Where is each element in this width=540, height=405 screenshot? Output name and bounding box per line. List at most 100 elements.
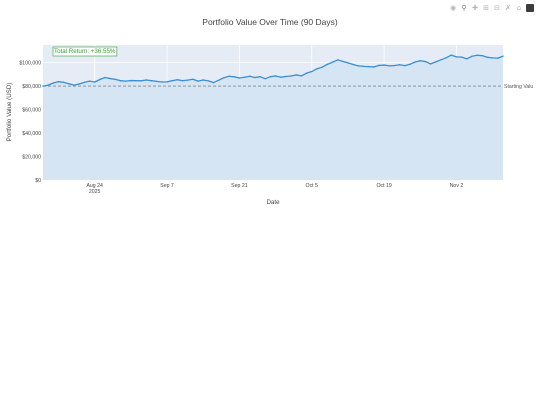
data-point[interactable] — [83, 81, 86, 84]
data-point[interactable] — [424, 60, 427, 63]
data-point[interactable] — [114, 78, 117, 81]
data-point[interactable] — [409, 63, 411, 65]
data-point[interactable] — [352, 63, 354, 66]
data-point[interactable] — [57, 80, 60, 83]
data-point[interactable] — [383, 64, 385, 66]
data-point[interactable] — [207, 80, 210, 82]
data-point[interactable] — [42, 85, 44, 87]
data-point[interactable] — [290, 75, 292, 77]
data-point[interactable] — [109, 77, 111, 80]
data-point[interactable] — [342, 60, 344, 63]
portfolio-value-line — [42, 54, 504, 87]
data-point[interactable] — [171, 79, 173, 82]
data-point[interactable] — [388, 65, 390, 67]
data-point[interactable] — [336, 59, 339, 61]
data-point[interactable] — [68, 83, 70, 85]
data-point[interactable] — [197, 80, 199, 82]
data-point[interactable] — [125, 80, 127, 82]
data-point[interactable] — [130, 79, 132, 82]
data-point[interactable] — [311, 70, 313, 73]
data-point[interactable] — [295, 74, 297, 76]
data-point[interactable] — [99, 78, 101, 81]
data-point[interactable] — [367, 65, 370, 68]
pan-icon[interactable]: ✚ — [472, 4, 478, 12]
data-point[interactable] — [176, 79, 179, 81]
data-point[interactable] — [398, 64, 401, 66]
data-point[interactable] — [233, 76, 235, 78]
data-point[interactable] — [269, 76, 272, 78]
data-point[interactable] — [202, 79, 204, 81]
data-point[interactable] — [497, 57, 499, 59]
data-point[interactable] — [119, 79, 122, 82]
data-point[interactable] — [238, 77, 241, 79]
data-point[interactable] — [150, 79, 153, 82]
data-point[interactable] — [145, 79, 148, 81]
data-point[interactable] — [404, 64, 406, 67]
data-point[interactable] — [280, 76, 282, 78]
data-point[interactable] — [73, 84, 75, 86]
data-point[interactable] — [445, 57, 447, 59]
data-point[interactable] — [471, 55, 473, 57]
data-point[interactable] — [161, 81, 163, 83]
x-tick-label: Oct 5 — [306, 183, 319, 189]
data-point[interactable] — [166, 81, 168, 83]
data-point[interactable] — [78, 83, 80, 85]
data-point[interactable] — [135, 79, 137, 82]
zoom-icon[interactable]: ⚲ — [461, 4, 467, 12]
data-point[interactable] — [429, 63, 432, 65]
data-point[interactable] — [218, 79, 220, 81]
data-point[interactable] — [378, 64, 380, 67]
data-point[interactable] — [486, 56, 489, 59]
zoom-in-icon[interactable]: ⊞ — [483, 4, 489, 12]
data-point[interactable] — [502, 55, 504, 57]
home-icon[interactable]: ⌂ — [516, 4, 522, 12]
zoom-out-icon[interactable]: ⊟ — [494, 4, 500, 12]
data-point[interactable] — [47, 84, 49, 86]
data-point[interactable] — [316, 68, 318, 70]
data-point[interactable] — [156, 80, 158, 83]
data-point[interactable] — [321, 66, 323, 68]
data-point[interactable] — [264, 77, 266, 80]
data-point[interactable] — [93, 81, 96, 83]
plotly-logo[interactable] — [526, 4, 534, 12]
data-point[interactable] — [481, 54, 484, 57]
data-point[interactable] — [243, 76, 246, 78]
data-point[interactable] — [373, 66, 375, 68]
data-point[interactable] — [228, 75, 230, 77]
data-point[interactable] — [181, 79, 184, 82]
data-point[interactable] — [414, 61, 416, 63]
data-point[interactable] — [450, 54, 453, 56]
data-point[interactable] — [274, 75, 277, 77]
data-point[interactable] — [331, 61, 334, 63]
data-point[interactable] — [300, 75, 303, 77]
data-point[interactable] — [476, 54, 478, 56]
data-point[interactable] — [88, 80, 91, 82]
data-point[interactable] — [254, 76, 256, 79]
data-point[interactable] — [305, 72, 308, 74]
data-point[interactable] — [223, 77, 225, 79]
autoscale-icon[interactable]: ✗ — [505, 4, 511, 12]
data-point[interactable] — [326, 63, 328, 66]
data-point[interactable] — [440, 59, 442, 61]
data-point[interactable] — [357, 65, 359, 67]
data-point[interactable] — [466, 58, 468, 60]
data-point[interactable] — [259, 76, 261, 78]
data-point[interactable] — [187, 79, 189, 81]
data-point[interactable] — [393, 64, 396, 67]
data-point[interactable] — [435, 61, 437, 63]
data-point[interactable] — [249, 75, 251, 77]
data-point[interactable] — [460, 56, 463, 58]
data-point[interactable] — [285, 75, 287, 78]
data-point[interactable] — [140, 80, 142, 82]
data-point[interactable] — [62, 81, 65, 84]
data-point[interactable] — [419, 60, 421, 62]
data-point[interactable] — [104, 76, 106, 79]
data-point[interactable] — [192, 78, 194, 80]
data-point[interactable] — [491, 57, 494, 59]
data-point[interactable] — [212, 81, 215, 84]
data-point[interactable] — [52, 82, 55, 84]
data-point[interactable] — [347, 62, 349, 64]
camera-icon[interactable]: ◉ — [449, 4, 457, 12]
data-point[interactable] — [455, 56, 458, 58]
data-point[interactable] — [362, 65, 365, 68]
